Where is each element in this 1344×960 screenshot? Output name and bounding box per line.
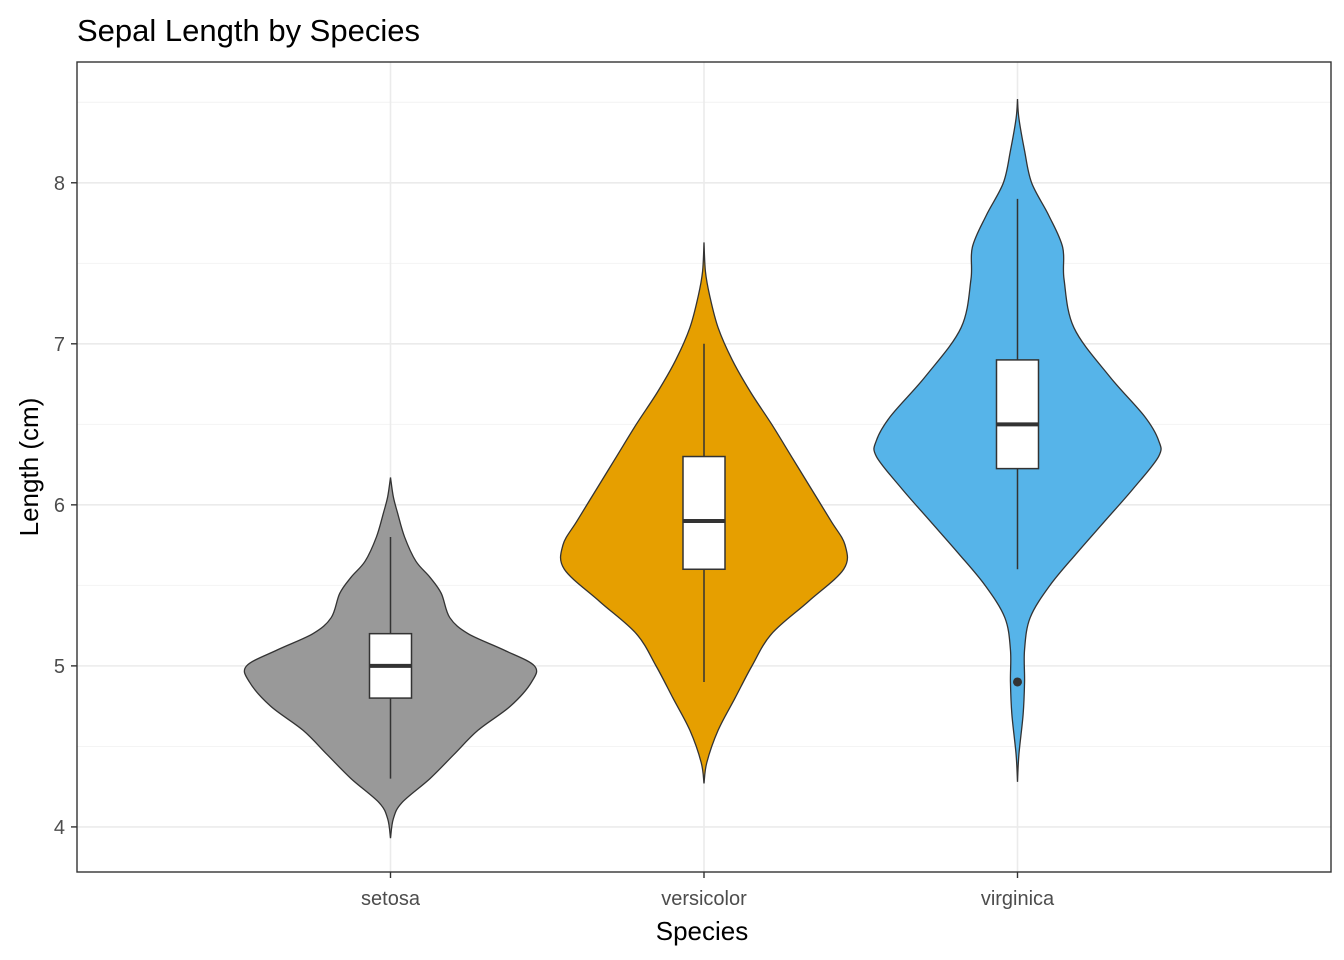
y-tick-label: 5 bbox=[54, 656, 65, 678]
y-tick-label: 4 bbox=[54, 817, 65, 839]
y-axis: 4 5 6 7 8 bbox=[54, 173, 77, 839]
violin-versicolor bbox=[559, 242, 849, 784]
x-tick-label: versicolor bbox=[661, 888, 747, 910]
iqr-box-versicolor bbox=[682, 455, 726, 571]
y-tick-label: 7 bbox=[54, 334, 65, 356]
chart-title: Sepal Length by Species bbox=[77, 13, 420, 48]
violins bbox=[243, 98, 1162, 839]
iqr-box-virginica bbox=[995, 359, 1040, 470]
outlier-point-virginica bbox=[1013, 677, 1022, 687]
y-axis-title: Length (cm) bbox=[14, 398, 44, 537]
x-axis-title: Species bbox=[656, 916, 749, 946]
x-axis: setosa versicolor virginica bbox=[361, 872, 1055, 910]
y-tick-label: 6 bbox=[54, 495, 65, 517]
x-tick-label: virginica bbox=[981, 888, 1055, 910]
y-tick-label: 8 bbox=[54, 173, 65, 195]
violin-setosa bbox=[243, 477, 538, 839]
violin-virginica bbox=[873, 98, 1162, 782]
x-tick-label: setosa bbox=[361, 888, 421, 910]
